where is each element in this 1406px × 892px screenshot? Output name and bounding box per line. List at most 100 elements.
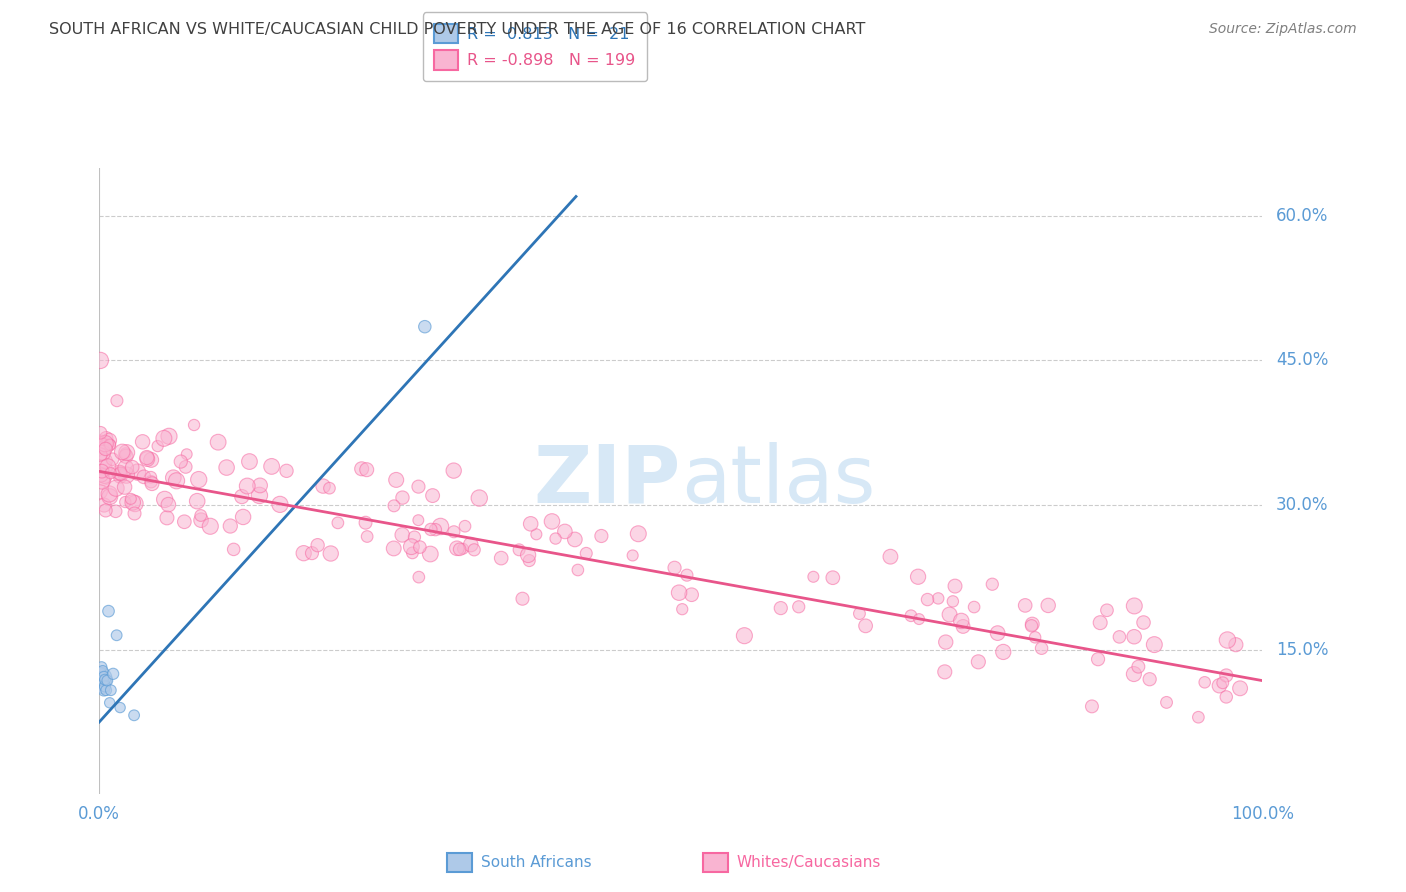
Point <box>120 491 142 506</box>
Point <box>132 470 155 484</box>
Point <box>183 417 205 432</box>
Point <box>121 495 143 509</box>
Point <box>419 523 441 537</box>
Point <box>307 538 329 552</box>
Point <box>98 434 121 448</box>
Point <box>1024 630 1046 644</box>
Point <box>94 431 117 445</box>
Point <box>98 438 121 452</box>
Point <box>935 635 957 649</box>
Point <box>451 541 474 556</box>
Point <box>733 629 755 643</box>
Point <box>90 438 112 452</box>
Point <box>524 527 547 541</box>
Point <box>664 561 686 575</box>
Point <box>249 478 271 492</box>
Point <box>627 526 650 541</box>
Point <box>409 540 432 554</box>
Text: ZIP: ZIP <box>533 442 681 520</box>
Point <box>108 466 131 480</box>
Point <box>1132 615 1154 630</box>
Point <box>94 436 117 450</box>
Point <box>517 548 540 562</box>
Point <box>89 353 111 368</box>
Point <box>94 679 117 693</box>
Point <box>91 664 114 678</box>
Point <box>401 546 423 560</box>
Point <box>94 503 117 517</box>
Point <box>141 453 163 467</box>
Point <box>111 445 134 459</box>
Point <box>855 619 877 633</box>
Point <box>1021 619 1043 633</box>
Point <box>676 568 699 582</box>
Point <box>575 546 598 560</box>
Point <box>803 570 825 584</box>
Text: South Africans: South Africans <box>481 855 592 870</box>
Point <box>222 542 245 557</box>
Point <box>93 472 115 486</box>
Point <box>93 683 115 698</box>
Point <box>1194 675 1216 690</box>
Point <box>950 614 973 628</box>
Point <box>1212 675 1234 690</box>
Point <box>91 446 114 460</box>
Point <box>1038 599 1060 613</box>
Text: 60.0%: 60.0% <box>1277 207 1329 225</box>
Point <box>187 473 209 487</box>
Point <box>89 666 111 681</box>
Point <box>110 464 132 478</box>
Point <box>90 425 112 440</box>
Point <box>115 445 138 459</box>
Point <box>215 460 238 475</box>
Point <box>98 438 121 452</box>
Point <box>408 513 430 527</box>
Point <box>385 473 408 487</box>
Point <box>422 489 444 503</box>
Point <box>938 607 960 622</box>
Point <box>449 542 471 557</box>
Point <box>219 519 242 533</box>
Point <box>1156 695 1178 709</box>
Point <box>131 434 153 449</box>
Point <box>463 542 485 557</box>
Point <box>821 571 844 585</box>
Point <box>952 619 974 633</box>
Point <box>1021 617 1043 632</box>
Point <box>391 491 413 505</box>
Point <box>238 454 260 468</box>
Text: SOUTH AFRICAN VS WHITE/CAUCASIAN CHILD POVERTY UNDER THE AGE OF 16 CORRELATION C: SOUTH AFRICAN VS WHITE/CAUCASIAN CHILD P… <box>49 22 866 37</box>
Point <box>787 599 810 614</box>
Point <box>1108 630 1130 644</box>
Point <box>382 499 405 513</box>
Point <box>1123 630 1146 644</box>
Point <box>100 683 122 698</box>
Point <box>121 460 143 475</box>
Point <box>519 516 541 531</box>
Point <box>443 464 465 478</box>
Point <box>90 468 112 483</box>
Point <box>139 475 162 489</box>
Point <box>1081 699 1104 714</box>
Point <box>1216 632 1239 647</box>
Point <box>419 547 441 561</box>
Point <box>401 540 423 554</box>
Point <box>541 515 564 529</box>
Point <box>141 476 163 491</box>
Point <box>146 439 169 453</box>
Point <box>1128 659 1150 673</box>
Point <box>162 471 184 485</box>
Point <box>186 494 208 508</box>
Point <box>100 466 122 480</box>
Point <box>174 459 197 474</box>
Point <box>554 524 576 539</box>
Point <box>231 490 253 504</box>
Point <box>114 461 136 475</box>
Point <box>96 683 118 698</box>
Point <box>621 549 644 563</box>
Point <box>135 450 157 465</box>
Point <box>105 481 128 495</box>
Point <box>429 519 451 533</box>
Point <box>173 515 195 529</box>
Point <box>122 708 145 723</box>
